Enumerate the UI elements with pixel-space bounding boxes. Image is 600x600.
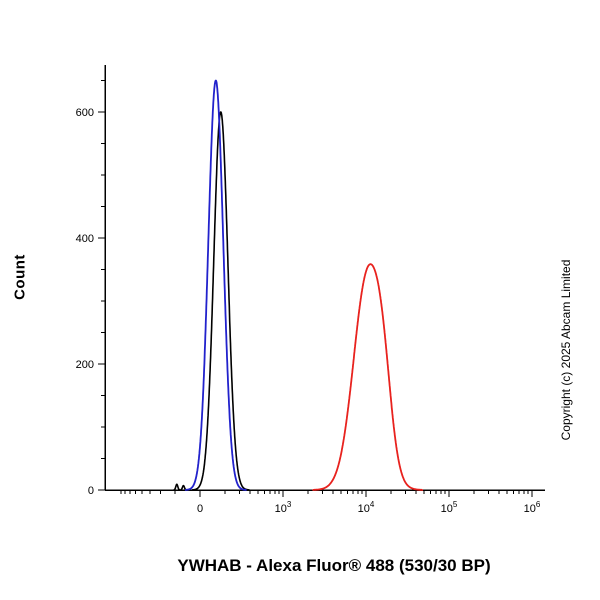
copyright-notice: Copyright (c) 2025 Abcam Limited — [559, 259, 573, 441]
curve-black — [173, 111, 250, 491]
chart-title: YWHAB - Alexa Fluor® 488 (530/30 BP) — [177, 556, 491, 575]
y-axis-title: Count — [11, 254, 29, 300]
curve-red — [312, 263, 424, 491]
y-tick-label: 400 — [76, 233, 94, 245]
y-axis-ticks: 0 200 400 600 — [76, 80, 105, 497]
curves — [173, 79, 424, 491]
x-axis-ticks: 0 103 104 105 106 — [120, 490, 541, 515]
x-tick-label: 105 — [441, 500, 458, 515]
x-tick-label: 104 — [358, 500, 375, 515]
y-tick-label: 600 — [76, 107, 94, 119]
y-tick-label: 0 — [88, 485, 94, 497]
curve-blue — [184, 79, 247, 491]
x-tick-label: 0 — [197, 503, 203, 515]
y-tick-label: 200 — [76, 359, 94, 371]
x-tick-label: 106 — [524, 500, 541, 515]
axes — [104, 65, 545, 491]
x-tick-label: 103 — [275, 500, 292, 515]
